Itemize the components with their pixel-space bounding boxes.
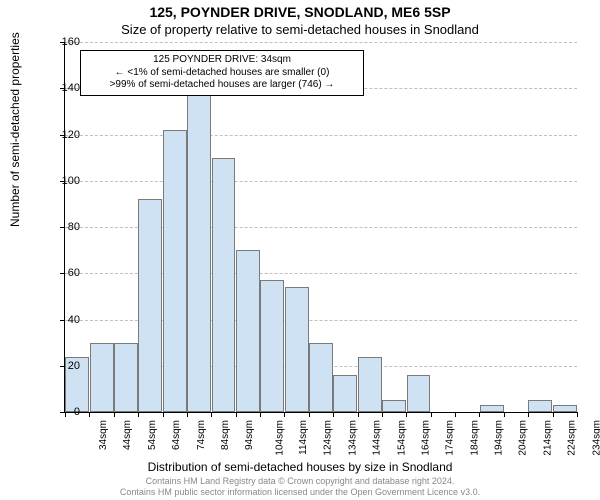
x-tick-label: 134sqm [347, 420, 358, 456]
histogram-bar [138, 199, 162, 412]
x-tick [309, 412, 310, 417]
x-tick-label: 54sqm [147, 420, 158, 450]
x-tick [163, 412, 164, 417]
x-tick [504, 412, 505, 417]
chart-container: 125, POYNDER DRIVE, SNODLAND, ME6 5SP Si… [0, 0, 600, 500]
histogram-bar [285, 287, 309, 412]
histogram-bar [163, 130, 187, 412]
chart-title-main: 125, POYNDER DRIVE, SNODLAND, ME6 5SP [0, 4, 600, 20]
annotation-line2: ← <1% of semi-detached houses are smalle… [87, 67, 357, 80]
x-tick [138, 412, 139, 417]
footer-line2: Contains HM public sector information li… [0, 487, 600, 498]
footer: Contains HM Land Registry data © Crown c… [0, 476, 600, 498]
annotation-line3: >99% of semi-detached houses are larger … [87, 79, 357, 92]
y-tick-label: 140 [40, 82, 80, 94]
y-tick-label: 40 [40, 314, 80, 326]
histogram-bar [528, 400, 552, 412]
y-tick-label: 120 [40, 129, 80, 141]
chart-title-sub: Size of property relative to semi-detach… [0, 22, 600, 37]
x-tick [431, 412, 432, 417]
grid-line [65, 181, 577, 182]
x-tick [333, 412, 334, 417]
x-tick [260, 412, 261, 417]
x-tick-label: 214sqm [542, 420, 553, 456]
histogram-bar [553, 405, 577, 412]
histogram-bar [480, 405, 504, 412]
x-tick-label: 104sqm [274, 420, 285, 456]
histogram-bar [212, 158, 236, 412]
x-tick-label: 184sqm [469, 420, 480, 456]
x-tick [455, 412, 456, 417]
footer-line1: Contains HM Land Registry data © Crown c… [0, 476, 600, 487]
x-tick-label: 224sqm [567, 420, 578, 456]
x-tick [284, 412, 285, 417]
y-tick-label: 60 [40, 267, 80, 279]
annotation-line1: 125 POYNDER DRIVE: 34sqm [87, 54, 357, 67]
histogram-bar [382, 400, 406, 412]
x-tick-label: 94sqm [244, 420, 255, 450]
x-tick-label: 144sqm [372, 420, 383, 456]
grid-line [65, 135, 577, 136]
x-tick-label: 84sqm [220, 420, 231, 450]
histogram-bar [358, 357, 382, 413]
plot-area [64, 42, 577, 413]
x-tick [211, 412, 212, 417]
x-tick-label: 44sqm [122, 420, 133, 450]
x-tick [89, 412, 90, 417]
x-tick [406, 412, 407, 417]
x-tick-label: 154sqm [396, 420, 407, 456]
x-tick-label: 64sqm [171, 420, 182, 450]
y-tick-label: 100 [40, 175, 80, 187]
histogram-bar [333, 375, 357, 412]
y-tick-label: 80 [40, 221, 80, 233]
x-tick [528, 412, 529, 417]
histogram-bar [114, 343, 138, 412]
x-tick-label: 74sqm [196, 420, 207, 450]
grid-line [65, 42, 577, 43]
y-tick-label: 20 [40, 360, 80, 372]
x-tick-label: 114sqm [298, 420, 309, 455]
x-tick [358, 412, 359, 417]
histogram-bar [90, 343, 114, 412]
x-tick-label: 174sqm [445, 420, 456, 456]
x-tick-label: 164sqm [421, 420, 432, 456]
x-tick-label: 234sqm [591, 420, 600, 456]
x-tick [577, 412, 578, 417]
x-tick-label: 34sqm [98, 420, 109, 450]
histogram-bar [309, 343, 333, 412]
annotation-box: 125 POYNDER DRIVE: 34sqm ← <1% of semi-d… [80, 50, 364, 96]
histogram-bar [187, 93, 211, 412]
x-tick-label: 204sqm [518, 420, 529, 456]
y-axis-label: Number of semi-detached properties [8, 32, 22, 227]
y-tick-label: 0 [40, 406, 80, 418]
x-tick-label: 124sqm [323, 420, 334, 456]
x-tick [114, 412, 115, 417]
y-tick-label: 160 [40, 36, 80, 48]
x-tick-label: 194sqm [494, 420, 505, 456]
x-tick [553, 412, 554, 417]
histogram-bar [260, 280, 284, 412]
x-tick [479, 412, 480, 417]
x-axis-label: Distribution of semi-detached houses by … [0, 460, 600, 474]
histogram-bar [236, 250, 260, 412]
x-tick [187, 412, 188, 417]
x-tick [382, 412, 383, 417]
histogram-bar [407, 375, 431, 412]
x-tick [236, 412, 237, 417]
